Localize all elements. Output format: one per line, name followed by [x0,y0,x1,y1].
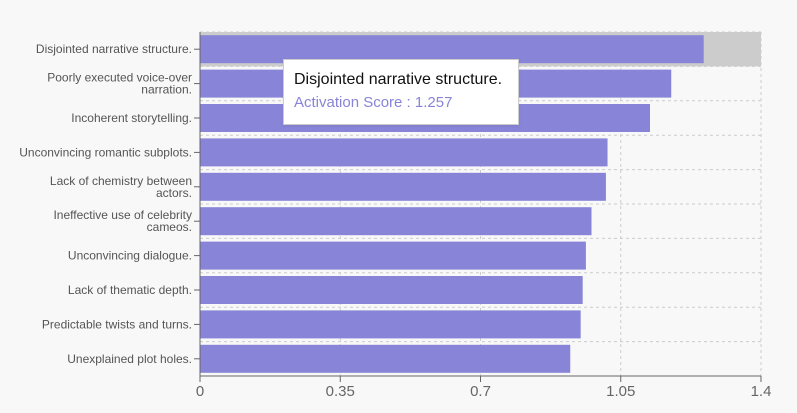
category-label: Unexplained plot holes. [67,352,192,366]
x-tick-label: 0.7 [470,383,491,400]
x-tick-label: 1.4 [751,383,772,400]
category-label: Lack of chemistry between [50,174,192,188]
bar [200,241,586,270]
category-label: Ineffective use of celebrity [53,208,192,222]
category-label: Disjointed narrative structure. [36,42,192,56]
category-label: cameos. [147,220,192,234]
category-label: Lack of thematic depth. [68,283,192,297]
bar [200,207,592,236]
category-label: Unconvincing romantic subplots. [19,145,192,159]
bar [200,35,704,64]
bar [200,172,606,201]
category-label: Predictable twists and turns. [42,317,192,331]
bar [200,138,608,167]
category-label: Unconvincing dialogue. [68,249,192,263]
category-label: actors. [156,186,192,200]
category-label: narration. [141,83,192,97]
bar [200,276,583,304]
x-tick-label: 0.35 [326,383,355,400]
bar [200,310,581,339]
chart-tooltip: Disjointed narrative structure. Activati… [283,59,519,125]
x-tick-label: 1.05 [606,383,635,400]
bar [200,344,571,373]
category-label: Poorly executed voice-over [47,71,192,85]
tooltip-value: Activation Score : 1.257 [294,94,453,111]
x-tick-label: 0 [196,383,204,400]
category-label: Incoherent storytelling. [71,111,192,125]
tooltip-title: Disjointed narrative structure. [294,71,503,88]
